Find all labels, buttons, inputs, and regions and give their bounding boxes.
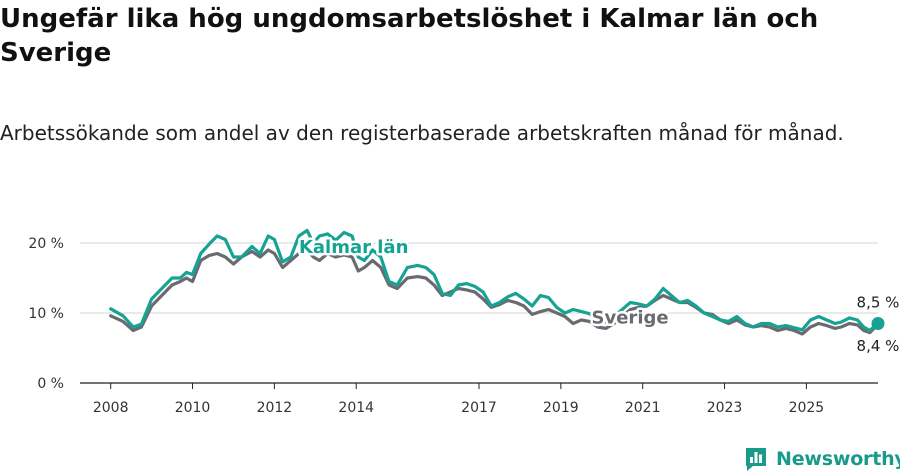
x-tick-label: 2008 bbox=[93, 400, 129, 416]
series-line-kalmar-län bbox=[109, 228, 880, 333]
x-tick-label: 2023 bbox=[707, 400, 743, 416]
y-axis-tick-labels: 0 % 10 % 20 % bbox=[28, 236, 64, 392]
end-value-label-sverige: 8,4 % bbox=[857, 337, 900, 355]
series-labels: Kalmar län Sverige 8,5 % 8,4 % bbox=[296, 234, 900, 357]
x-tick-label: 2021 bbox=[625, 400, 661, 416]
x-tick-label: 2014 bbox=[338, 400, 374, 416]
end-point-kalmar-lan bbox=[871, 317, 885, 330]
series-lines bbox=[109, 228, 885, 336]
series-line-sverige bbox=[109, 248, 880, 336]
brand-name: Newsworthy bbox=[776, 448, 900, 470]
x-tick-label: 2025 bbox=[789, 400, 825, 416]
x-axis: 2008 2010 2012 2014 2017 2019 2021 2023 2025 bbox=[80, 382, 878, 416]
y-tick-label: 20 % bbox=[28, 236, 64, 252]
chart-title: Ungefär lika hög ungdomsarbetslöshet i K… bbox=[0, 4, 819, 68]
y-tick-label: 10 % bbox=[28, 306, 64, 322]
end-value-label-kalmar: 8,5 % bbox=[857, 294, 900, 312]
x-tick-label: 2017 bbox=[461, 400, 497, 416]
newsworthy-logo: Newsworthy bbox=[744, 444, 900, 474]
x-tick-label: 2012 bbox=[257, 400, 293, 416]
series-label: Kalmar län bbox=[299, 237, 408, 258]
bar-chart-icon bbox=[746, 448, 766, 471]
chart-subtitle: Arbetssökande som andel av den registerb… bbox=[0, 121, 844, 145]
x-tick-label: 2010 bbox=[175, 400, 211, 416]
y-tick-label: 0 % bbox=[37, 376, 64, 392]
x-tick-label: 2019 bbox=[543, 400, 579, 416]
series-label: Sverige bbox=[592, 308, 669, 329]
grid-lines bbox=[80, 242, 878, 314]
